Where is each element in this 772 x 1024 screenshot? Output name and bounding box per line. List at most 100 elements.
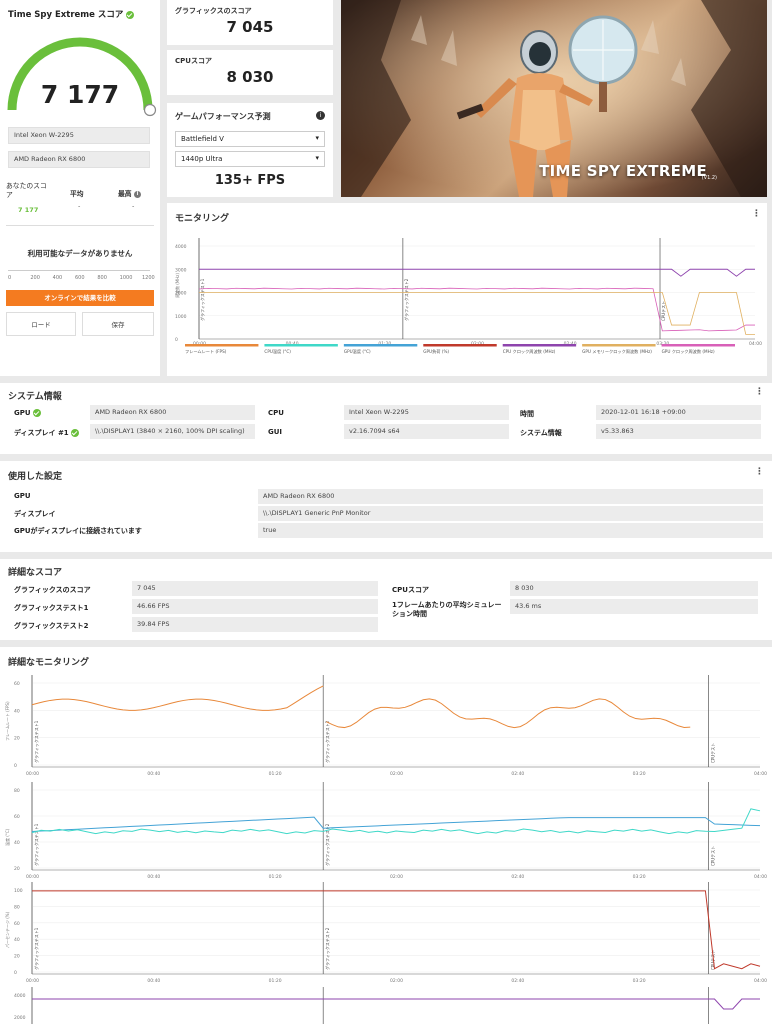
y-tick-label: 2000 (14, 1015, 26, 1021)
x-tick-label: 04:00 (754, 874, 767, 880)
axis-tick-label: 600 (75, 275, 85, 281)
hero-title: TIME SPY EXTREME (539, 162, 707, 180)
y-tick-label: 40 (14, 840, 20, 846)
game-performance-title: ゲームパフォーマンス予測 (175, 112, 271, 121)
gpu-value: AMD Radeon RX 6800 (90, 405, 255, 420)
x-tick-label: 04:00 (754, 771, 767, 777)
fps-panel: 60 40 20 0 00:00 00:40 01:20 02:00 02:40 03:20 04:… (5, 675, 767, 777)
settings-row-value: AMD Radeon RX 6800 (258, 489, 763, 504)
cpu-name-field: Intel Xeon W-2295 (8, 127, 150, 144)
y-tick-label: 20 (14, 866, 20, 872)
x-tick-label: 00:00 (26, 978, 39, 984)
hero-artwork (341, 0, 767, 197)
cpu-score-label: CPUスコア (392, 586, 429, 594)
gt2-label: グラフィックステスト2 (14, 622, 89, 630)
x-tick-label: 00:00 (26, 771, 39, 777)
y-axis-label: フレームレート (FPS) (5, 701, 10, 741)
settings-row-value: \\.\DISPLAY1 Generic PnP Monitor (258, 506, 763, 521)
y-tick-label: 40 (14, 708, 20, 714)
cpu-score-value: 8 030 (510, 581, 758, 596)
score-card-title: Time Spy Extreme スコア (8, 8, 135, 20)
cpu-score-value: 8 030 (226, 68, 274, 86)
gt2-value: 39.84 FPS (132, 617, 378, 632)
y-tick-label: 4000 (14, 993, 26, 999)
dropdown-arrow-icon: ▾ (315, 154, 319, 162)
hero-version: (V1.2) (701, 175, 717, 181)
gui-value: v2.16.7094 s64 (344, 424, 509, 439)
y-tick-label: 60 (14, 921, 20, 927)
y-tick-label: 80 (14, 904, 20, 910)
hero-banner: TIME SPY EXTREME (V1.2) (341, 0, 767, 197)
score-title-text: Time Spy Extreme スコア (8, 10, 124, 20)
legend-label: CPU クロック周波数 (MHz) (503, 348, 556, 355)
x-tick-label: 02:40 (511, 978, 524, 984)
x-tick-label: 00:40 (147, 874, 160, 880)
hero-title-text: TIME SPY EXTREME (539, 162, 707, 180)
test-marker-label: CPUテスト (709, 743, 715, 763)
gpu-label-text: GPU (14, 409, 31, 417)
y-tick-label: 2000 (175, 291, 187, 297)
compare-online-button[interactable]: オンラインで結果を比較 (6, 290, 154, 306)
legend-swatch (502, 344, 577, 347)
fps-series-gt2 (326, 698, 691, 729)
y-tick-label: 80 (14, 788, 20, 794)
score-gauge (7, 37, 157, 117)
cpu-label: CPU (268, 409, 284, 417)
cpu-clock-series (199, 268, 755, 277)
axis-tick-label: 1200 (142, 275, 155, 281)
info-icon[interactable]: i (316, 111, 325, 120)
monitoring-chart: 4000300020001000000:0000:4001:2002:0002:… (174, 238, 762, 355)
display-value: \\.\DISPLAY1 (3840 × 2160, 100% DPI scal… (90, 424, 255, 439)
legend-label: フレームレート (FPS) (185, 349, 227, 354)
y-tick-label: 0 (14, 970, 17, 976)
x-tick-label: 03:20 (633, 978, 646, 984)
x-tick-label: 01:20 (269, 978, 282, 984)
cpu-clock-series (32, 998, 760, 1010)
x-tick-label: 01:20 (269, 771, 282, 777)
more-options-icon[interactable]: ⋮ (752, 209, 761, 219)
detailed-scores-title: 詳細なスコア (8, 568, 63, 578)
game-select[interactable]: Battlefield V ▾ (175, 131, 325, 147)
resolution-select[interactable]: 1440p Ultra ▾ (175, 151, 325, 167)
gpu-name-field: AMD Radeon RX 6800 (8, 151, 150, 168)
x-tick-label: 04:00 (749, 341, 762, 347)
distribution-axis-ticks: 0 200 400 600 800 1000 1200 (8, 275, 155, 283)
save-button[interactable]: 保存 (82, 312, 154, 336)
resolution-select-value: 1440p Ultra (181, 155, 223, 163)
system-info-card: システム情報 ⋮ GPU AMD Radeon RX 6800 ディスプレイ #… (0, 383, 772, 454)
game-select-value: Battlefield V (181, 135, 224, 143)
axis-tick-label: 400 (52, 275, 63, 281)
gpu-memory-clock-series (199, 292, 755, 335)
y-tick-label: 0 (175, 337, 178, 343)
more-options-icon[interactable]: ⋮ (755, 467, 764, 477)
y-tick-label: 100 (14, 888, 23, 894)
average-value: - (78, 202, 81, 210)
temperature-panel: 80 60 40 20 00:00 00:40 01:20 02:00 02:40 03:20 04… (4, 782, 767, 880)
test-marker-label: CPUテスト (709, 950, 715, 970)
info-icon[interactable]: i (133, 190, 141, 198)
legend-label: CPU温度 (°C) (264, 348, 291, 355)
gauge-end-knob (143, 103, 157, 117)
check-icon (126, 10, 135, 19)
detailed-monitoring-title: 詳細なモニタリング (8, 658, 90, 668)
sysinfo-label: システム情報 (520, 429, 562, 437)
y-tick-label: 20 (14, 736, 20, 742)
load-button[interactable]: ロード (6, 312, 76, 336)
more-options-icon[interactable]: ⋮ (755, 387, 764, 397)
gt1-value: 46.66 FPS (132, 599, 378, 614)
legend-swatch (582, 344, 656, 347)
x-tick-label: 04:00 (754, 978, 767, 984)
test-marker-label: グラフィックステスト2 (324, 823, 330, 866)
legend-label: GPU温度 (°C) (344, 348, 371, 355)
y-tick-label: 0 (14, 763, 17, 769)
x-tick-label: 00:40 (147, 978, 160, 984)
your-score-value: 7 177 (18, 206, 39, 214)
y-tick-label: 4000 (175, 244, 187, 250)
axis-tick-label: 0 (8, 275, 12, 281)
compare-divider (6, 225, 154, 226)
gt1-label: グラフィックステスト1 (14, 604, 89, 612)
graphics-score-value: 7 045 (226, 18, 274, 36)
gpu-label: GPU (14, 409, 41, 417)
score-card: Time Spy Extreme スコア 7 177 Intel Xeon W-… (0, 0, 160, 376)
y-axis-label: パーセンテージ (%) (4, 911, 10, 948)
